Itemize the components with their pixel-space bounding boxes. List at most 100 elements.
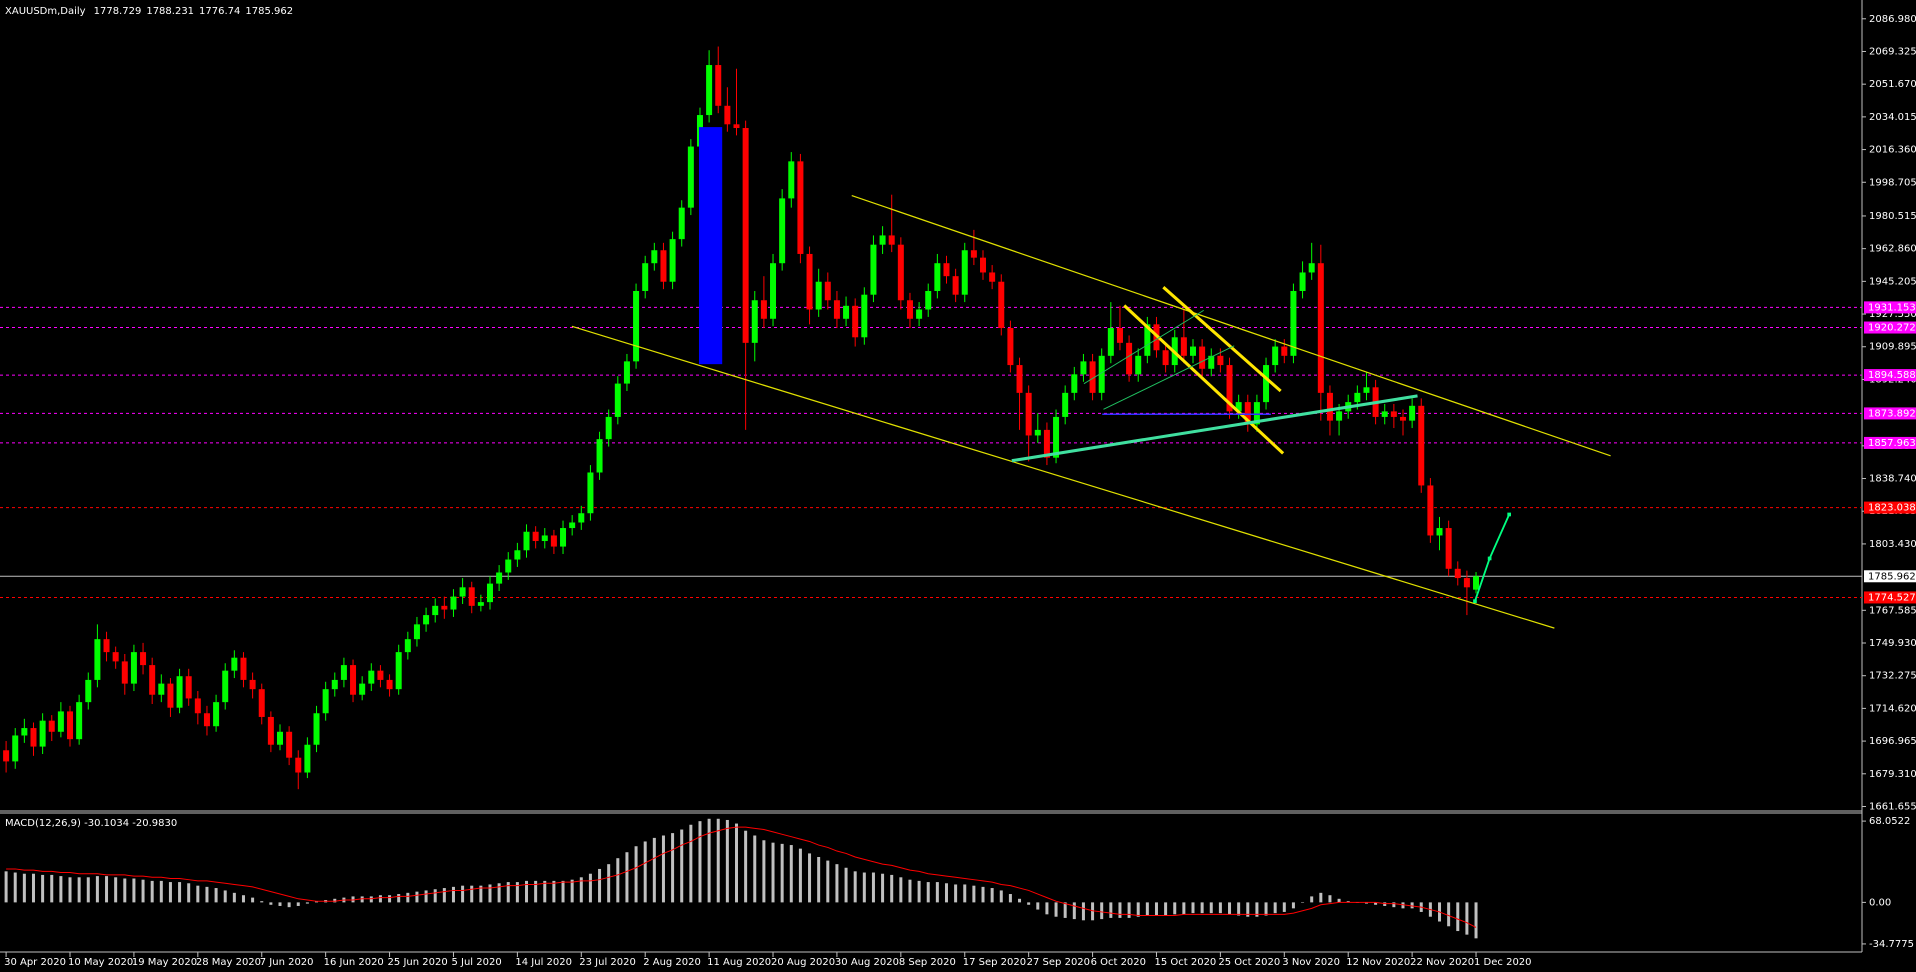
y-tick-label: 1696.965 [1869,736,1916,747]
macd-bar [552,880,556,903]
macd-bar [844,867,848,903]
macd-bar [260,901,264,903]
level-label: 1931.153 [1868,302,1916,313]
candle-body [432,605,439,616]
current-price-bg [1864,570,1916,583]
macd-bar [1383,902,1387,906]
candle-body [1144,324,1151,356]
candle-body [742,128,749,343]
macd-bar [808,853,812,903]
y-tick-label: 2051.670 [1869,79,1916,90]
candle-body [861,294,868,338]
candle-body [12,735,19,762]
macd-bar [1127,902,1131,918]
macd-bar [981,886,985,903]
candle-body [1043,429,1050,458]
x-tick-label: 3 Nov 2020 [1282,957,1340,968]
macd-bar [114,877,118,903]
candle-body [423,615,430,625]
candle-body [140,652,147,666]
x-tick-label: 15 Oct 2020 [1154,957,1216,968]
candle-body [934,263,941,291]
candle-body [386,679,393,690]
y-tick-label: 1803.430 [1869,539,1916,550]
candle-body [1226,365,1233,412]
y-tick-label: 1732.275 [1869,671,1916,682]
macd-bar [406,892,410,903]
macd-bar [871,872,875,903]
candle-body [213,702,220,727]
level-label-bg [1864,591,1916,604]
candle-body [1190,346,1196,356]
macd-bar [59,876,63,903]
macd-bar [570,879,574,903]
macd-bar [744,830,748,903]
y-tick-label: 2069.325 [1869,46,1916,57]
candle-body [916,309,923,319]
candle-body [623,361,630,384]
trendline [1162,286,1282,393]
rectangle-object [698,127,723,365]
candle-body [751,300,758,343]
candle-body [1354,392,1361,403]
macd-bar [1310,896,1314,903]
macd-bar [497,883,501,903]
level-label: 1920.272 [1868,323,1916,334]
macd-bar [1054,902,1058,917]
macd-bar [424,890,428,903]
y-tick-label: 1767.585 [1869,605,1916,616]
candle-body [1399,416,1406,421]
macd-bar [4,871,8,903]
macd-bar [1027,902,1031,905]
candle-body [203,713,210,727]
candle-body [395,652,402,690]
candle-body [1016,365,1023,393]
macd-bar [954,884,958,903]
x-tick-label: 7 Jun 2020 [260,957,314,968]
macd-bar [1191,902,1195,914]
x-tick-label: 11 Aug 2020 [707,957,771,968]
level-label: 1894.588 [1868,370,1916,381]
y-tick-label: 1838.740 [1869,474,1916,485]
macd-bar [561,880,565,903]
candle-body [85,679,92,703]
candle-body [1463,578,1470,588]
candle-body [413,624,420,640]
macd-bar [1465,902,1469,935]
macd-bar [1136,902,1140,917]
ohlc-value: 1776.74 [199,6,240,17]
candle-body [1025,392,1032,436]
candle-body [130,652,137,684]
macd-bar [287,902,291,908]
macd-bar [1456,902,1460,932]
candle-body [815,281,822,310]
candle-body [48,720,55,732]
macd-bar [1200,902,1204,914]
candle-body [1253,402,1260,425]
candle-body [550,535,557,547]
macd-bar [351,896,355,903]
candle-body [1098,355,1105,393]
candle-body [1317,263,1324,393]
macd-bar [1045,902,1049,915]
candle-body [1180,337,1187,356]
candle-body [76,702,83,740]
candle-body [1418,405,1425,486]
macd-bar [798,848,802,903]
macd-bar [771,842,775,903]
candle-body [906,300,913,319]
candle-body [1217,355,1224,366]
x-tick-label: 25 Jun 2020 [388,957,448,968]
macd-bar [278,902,282,906]
y-tick-label: 1962.860 [1869,244,1916,255]
macd-bar [132,878,136,903]
macd-bar [817,856,821,903]
candle-body [1053,416,1060,458]
candle-body [21,728,28,736]
x-tick-label: 28 May 2020 [196,957,261,968]
candle-body [1436,528,1443,536]
candle-body [486,583,493,603]
candle-body [989,272,996,282]
drawing-objects [571,127,1611,629]
level-label: 1873.892 [1868,408,1916,419]
